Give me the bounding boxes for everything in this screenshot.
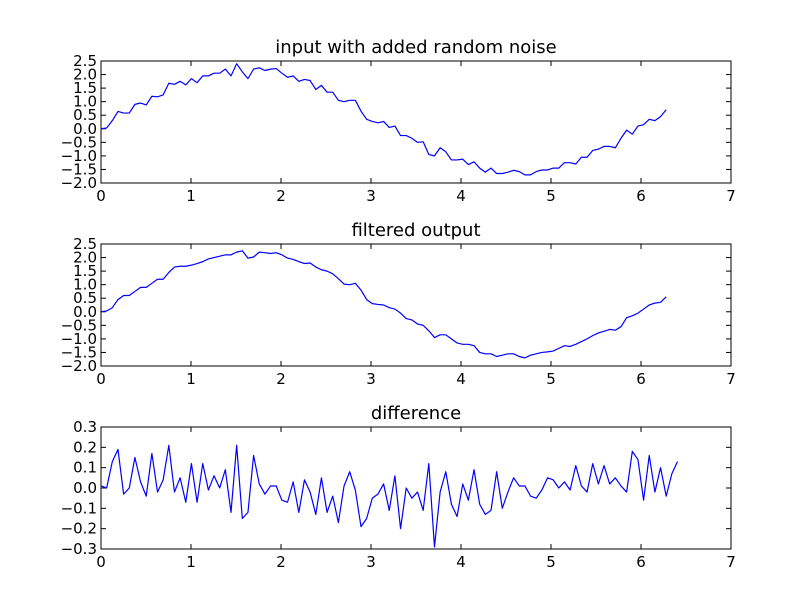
x-tick-label: 7: [726, 553, 736, 571]
y-tick-label: −1.5: [61, 160, 97, 178]
y-tick-label: −1.5: [61, 343, 97, 361]
y-tick-label: 1.5: [73, 262, 97, 280]
chart-title: filtered output: [351, 220, 480, 241]
x-tick-label: 0: [96, 370, 106, 388]
x-tick-label: 3: [366, 553, 376, 571]
x-tick-label: 0: [96, 553, 106, 571]
x-tick-label: 4: [456, 553, 466, 571]
y-tick-label: −0.1: [61, 499, 97, 517]
x-tick-label: 6: [636, 187, 646, 205]
y-tick-label: 0.0: [73, 120, 97, 138]
x-tick-label: 5: [546, 553, 556, 571]
y-tick-label: 0.3: [73, 418, 97, 436]
plot-frame: [100, 60, 732, 184]
x-tick-label: 5: [546, 187, 556, 205]
x-tick-label: 0: [96, 187, 106, 205]
x-tick-label: 1: [186, 370, 196, 388]
y-tick-label: 2.0: [73, 66, 97, 84]
y-tick-label: 0.5: [73, 289, 97, 307]
series-line: [100, 444, 679, 548]
subplot-difference: difference 0 1 2 3 4 5 6 7 0.3 0.2 0.1 0.0 −0.1 −0.2 −0…: [61, 403, 736, 571]
plot-frame: [100, 426, 732, 550]
x-tick-label: 1: [186, 187, 196, 205]
x-tick-label: 7: [726, 370, 736, 388]
x-tick-label: 4: [456, 187, 466, 205]
plot-frame: [100, 243, 732, 367]
y-tick-label: −0.3: [61, 540, 97, 558]
x-tick-label: 2: [276, 553, 286, 571]
x-tick-label: 6: [636, 553, 646, 571]
y-tick-label: −0.5: [61, 133, 97, 151]
x-tick-label: 3: [366, 187, 376, 205]
subplot-input-noise: input with added random noise 0 1 2 3 4 5 6 7 2.5…: [61, 37, 736, 205]
chart-title: difference: [371, 403, 461, 424]
y-tick-label: 1.5: [73, 79, 97, 97]
y-tick-label: 2.5: [73, 52, 97, 70]
x-tick-label: 7: [726, 187, 736, 205]
y-tick-label: −2.0: [61, 357, 97, 375]
y-tick-label: −1.0: [61, 330, 97, 348]
y-tick-label: 0.1: [73, 459, 97, 477]
y-tick-label: −0.5: [61, 316, 97, 334]
x-tick-label: 1: [186, 553, 196, 571]
chart-title: input with added random noise: [275, 37, 556, 58]
y-tick-label: 0.0: [73, 479, 97, 497]
x-tick-label: 2: [276, 187, 286, 205]
y-tick-label: 1.0: [73, 93, 97, 111]
y-tick-label: 2.5: [73, 235, 97, 253]
subplot-filtered-output: filtered output 0 1 2 3 4 5 6 7 2.52.01.51.00.50.…: [61, 220, 736, 388]
x-tick-label: 2: [276, 370, 286, 388]
x-tick-label: 6: [636, 370, 646, 388]
y-tick-label: −0.2: [61, 520, 97, 538]
x-tick-label: 4: [456, 370, 466, 388]
y-tick-label: 0.2: [73, 438, 97, 456]
y-tick-label: 0.5: [73, 106, 97, 124]
y-tick-label: −1.0: [61, 147, 97, 165]
y-tick-label: 2.0: [73, 249, 97, 267]
y-tick-label: −2.0: [61, 174, 97, 192]
y-tick-label: 1.0: [73, 276, 97, 294]
y-tick-label: 0.0: [73, 303, 97, 321]
x-tick-label: 3: [366, 370, 376, 388]
series-line: [100, 63, 667, 176]
x-tick-label: 5: [546, 370, 556, 388]
series-line: [100, 250, 667, 359]
